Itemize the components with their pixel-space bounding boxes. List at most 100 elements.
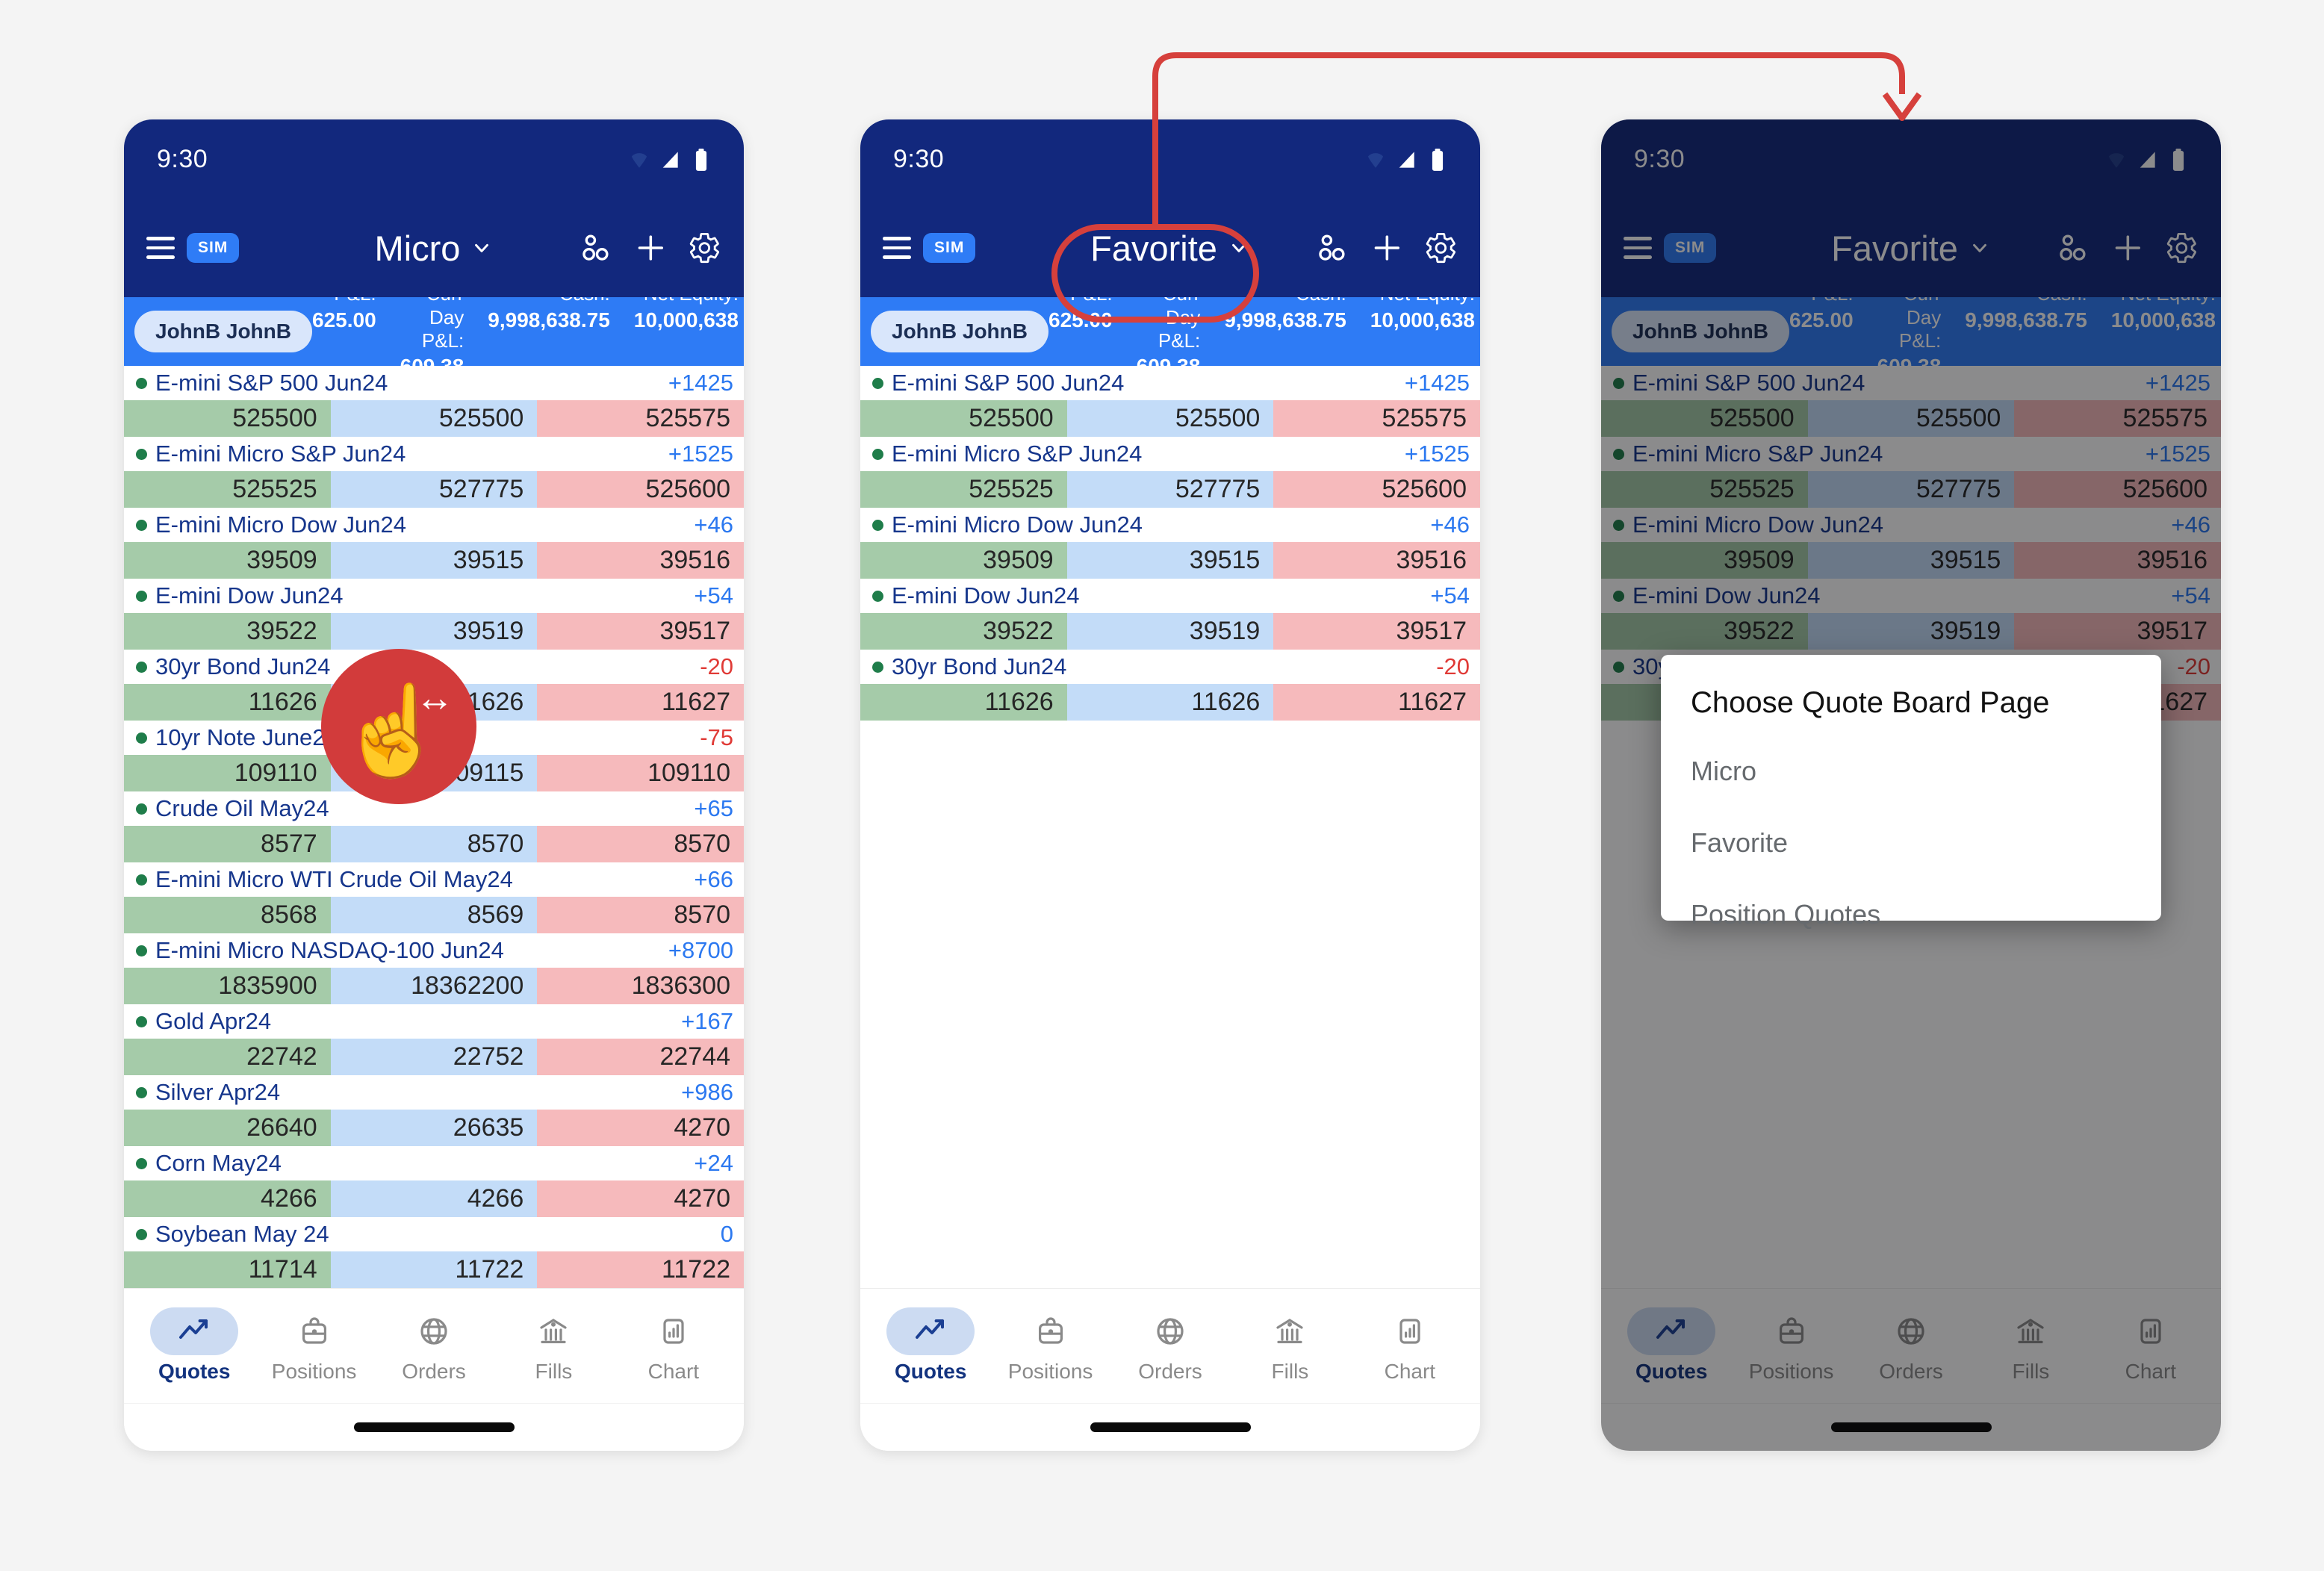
ask-price-cell[interactable]: 39516: [537, 542, 744, 579]
ask-price-cell[interactable]: 11627: [1273, 684, 1480, 721]
settings-gear-icon[interactable]: [2165, 231, 2199, 265]
last-price-cell[interactable]: 39519: [330, 613, 538, 650]
bid-price-cell[interactable]: 39522: [124, 613, 331, 650]
tab-positions[interactable]: Positions: [254, 1307, 373, 1384]
last-price-cell[interactable]: 39519: [1807, 613, 2015, 650]
ask-price-cell[interactable]: 8570: [537, 897, 744, 933]
bid-price-cell[interactable]: 525500: [1601, 400, 1808, 437]
quote-row[interactable]: Silver Apr24 +986 26640 26635 4270: [124, 1075, 744, 1146]
last-price-cell[interactable]: 11626: [1066, 684, 1274, 721]
bid-price-cell[interactable]: 525525: [860, 471, 1067, 508]
dialog-option-micro[interactable]: Micro: [1691, 756, 1756, 786]
board-layout-icon[interactable]: [2057, 231, 2090, 265]
quote-row[interactable]: E-mini S&P 500 Jun24 +1425 525500 525500…: [860, 366, 1480, 437]
bid-price-cell[interactable]: 525525: [1601, 471, 1808, 508]
quote-board-title-dropdown[interactable]: Favorite: [1765, 228, 2057, 269]
bid-price-cell[interactable]: 8568: [124, 897, 331, 933]
board-layout-icon[interactable]: [1316, 231, 1349, 265]
bid-price-cell[interactable]: 1835900: [124, 968, 331, 1004]
bid-price-cell[interactable]: 39509: [1601, 542, 1808, 579]
bid-price-cell[interactable]: 39522: [860, 613, 1067, 650]
ask-price-cell[interactable]: 4270: [537, 1110, 744, 1146]
quote-row[interactable]: 30yr Bond Jun24 -20 11626 11626 11627: [860, 650, 1480, 721]
last-price-cell[interactable]: 527775: [330, 471, 538, 508]
last-price-cell[interactable]: 22752: [330, 1039, 538, 1075]
quote-row[interactable]: E-mini S&P 500 Jun24 +1425 525500 525500…: [1601, 366, 2221, 437]
last-price-cell[interactable]: 8570: [330, 826, 538, 862]
tab-fills[interactable]: Fills: [1971, 1307, 2090, 1384]
ask-price-cell[interactable]: 8570: [537, 826, 744, 862]
last-price-cell[interactable]: 39515: [330, 542, 538, 579]
last-price-cell[interactable]: 39519: [1066, 613, 1274, 650]
bid-price-cell[interactable]: 525500: [860, 400, 1067, 437]
last-price-cell[interactable]: 39515: [1807, 542, 2015, 579]
tab-fills[interactable]: Fills: [1230, 1307, 1349, 1384]
last-price-cell[interactable]: 8569: [330, 897, 538, 933]
account-pill[interactable]: JohnB JohnB: [1612, 311, 1789, 352]
tab-orders[interactable]: Orders: [1110, 1307, 1230, 1384]
quote-row[interactable]: Corn May24 +24 4266 4266 4270: [124, 1146, 744, 1217]
tab-positions[interactable]: Positions: [1731, 1307, 1851, 1384]
ask-price-cell[interactable]: 525600: [1273, 471, 1480, 508]
quote-row[interactable]: Soybean May 24 0 11714 11722 11722: [124, 1217, 744, 1288]
bid-price-cell[interactable]: 4266: [124, 1180, 331, 1217]
account-pill[interactable]: JohnB JohnB: [871, 311, 1048, 352]
quote-board-title-dropdown[interactable]: Micro: [288, 228, 580, 269]
last-price-cell[interactable]: 18362200: [330, 968, 538, 1004]
last-price-cell[interactable]: 525500: [330, 400, 538, 437]
ask-price-cell[interactable]: 525600: [537, 471, 744, 508]
bid-price-cell[interactable]: 525525: [124, 471, 331, 508]
quote-row[interactable]: E-mini Dow Jun24 +54 39522 39519 39517: [860, 579, 1480, 650]
settings-gear-icon[interactable]: [1424, 231, 1458, 265]
bid-price-cell[interactable]: 39522: [1601, 613, 1808, 650]
menu-icon[interactable]: [1624, 237, 1652, 259]
ask-price-cell[interactable]: 1836300: [537, 968, 744, 1004]
quote-row[interactable]: E-mini Micro WTI Crude Oil May24 +66 856…: [124, 862, 744, 933]
tab-quotes[interactable]: Quotes: [134, 1307, 254, 1384]
quote-row[interactable]: Gold Apr24 +167 22742 22752 22744: [124, 1004, 744, 1075]
ask-price-cell[interactable]: 109110: [537, 755, 744, 791]
tab-chart[interactable]: Chart: [614, 1307, 733, 1384]
tab-fills[interactable]: Fills: [494, 1307, 613, 1384]
home-indicator[interactable]: [353, 1422, 515, 1432]
add-icon[interactable]: [1370, 231, 1404, 265]
quote-row[interactable]: E-mini S&P 500 Jun24 +1425 525500 525500…: [124, 366, 744, 437]
ask-price-cell[interactable]: 4270: [537, 1180, 744, 1217]
quote-row[interactable]: E-mini Micro S&P Jun24 +1525 525525 5277…: [124, 437, 744, 508]
tab-orders[interactable]: Orders: [374, 1307, 494, 1384]
quote-row[interactable]: E-mini Micro S&P Jun24 +1525 525525 5277…: [860, 437, 1480, 508]
quote-row[interactable]: E-mini Dow Jun24 +54 39522 39519 39517: [1601, 579, 2221, 650]
bid-price-cell[interactable]: 11626: [860, 684, 1067, 721]
tab-quotes[interactable]: Quotes: [1612, 1307, 1731, 1384]
bid-price-cell[interactable]: 26640: [124, 1110, 331, 1146]
menu-icon[interactable]: [883, 237, 911, 259]
quote-row[interactable]: E-mini Micro S&P Jun24 +1525 525525 5277…: [1601, 437, 2221, 508]
tab-chart[interactable]: Chart: [2091, 1307, 2210, 1384]
bid-price-cell[interactable]: 39509: [860, 542, 1067, 579]
bid-price-cell[interactable]: 525500: [124, 400, 331, 437]
bid-price-cell[interactable]: 11626: [124, 684, 331, 721]
ask-price-cell[interactable]: 525575: [537, 400, 744, 437]
tab-quotes[interactable]: Quotes: [871, 1307, 990, 1384]
last-price-cell[interactable]: 527775: [1066, 471, 1274, 508]
ask-price-cell[interactable]: 39517: [2014, 613, 2221, 650]
dialog-option-favorite[interactable]: Favorite: [1691, 827, 1789, 858]
last-price-cell[interactable]: 527775: [1807, 471, 2015, 508]
ask-price-cell[interactable]: 11722: [537, 1251, 744, 1288]
tab-positions[interactable]: Positions: [990, 1307, 1110, 1384]
last-price-cell[interactable]: 11722: [330, 1251, 538, 1288]
ask-price-cell[interactable]: 525575: [2014, 400, 2221, 437]
dialog-option-position-quotes[interactable]: Position Quotes: [1691, 899, 1881, 930]
ask-price-cell[interactable]: 525575: [1273, 400, 1480, 437]
last-price-cell[interactable]: 26635: [330, 1110, 538, 1146]
bid-price-cell[interactable]: 109110: [124, 755, 331, 791]
quote-row[interactable]: E-mini Micro NASDAQ-100 Jun24 +8700 1835…: [124, 933, 744, 1004]
last-price-cell[interactable]: 39515: [1066, 542, 1274, 579]
last-price-cell[interactable]: 4266: [330, 1180, 538, 1217]
ask-price-cell[interactable]: 39517: [1273, 613, 1480, 650]
ask-price-cell[interactable]: 39517: [537, 613, 744, 650]
add-icon[interactable]: [634, 231, 668, 265]
bid-price-cell[interactable]: 8577: [124, 826, 331, 862]
bid-price-cell[interactable]: 11714: [124, 1251, 331, 1288]
quote-row[interactable]: E-mini Micro Dow Jun24 +46 39509 39515 3…: [124, 508, 744, 579]
